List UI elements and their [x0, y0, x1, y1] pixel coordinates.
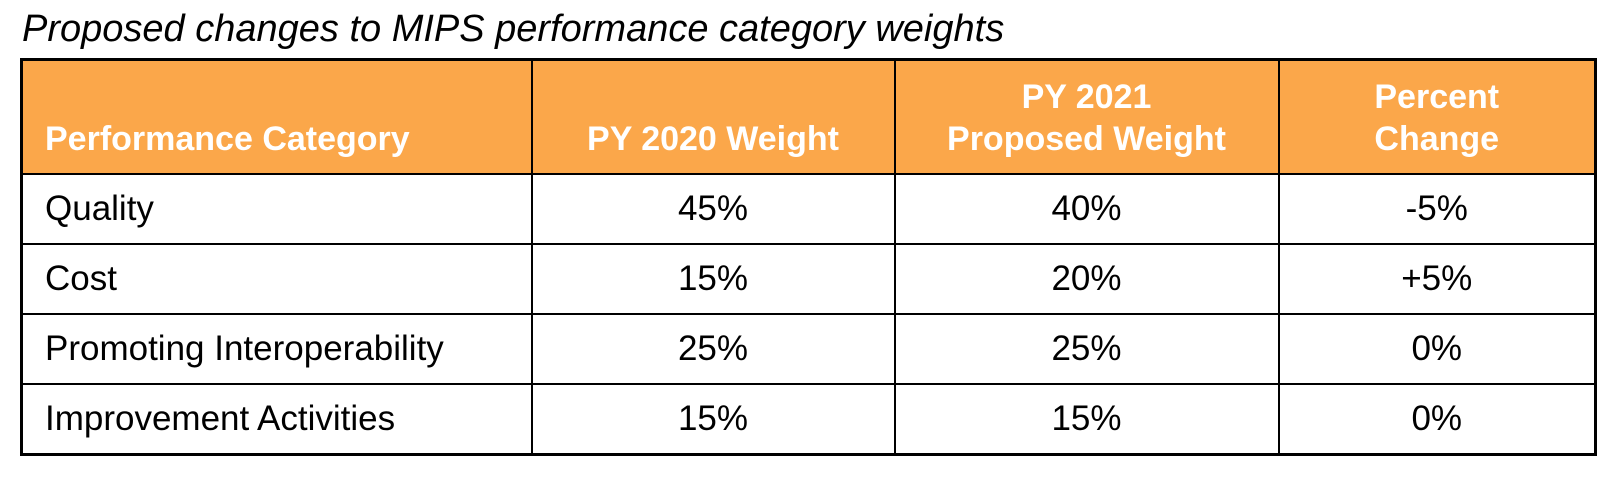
column-header-py2021-proposed-weight: PY 2021 Proposed Weight — [893, 58, 1280, 175]
page-title: Proposed changes to MIPS performance cat… — [22, 8, 1005, 50]
cell-py2021-proposed-weight: 25% — [893, 313, 1280, 385]
cell-py2021-proposed-weight: 20% — [893, 243, 1280, 315]
cell-py2020-weight: 15% — [530, 383, 896, 456]
cell-py2021-proposed-weight: 40% — [893, 173, 1280, 245]
cell-py2020-weight: 15% — [530, 243, 896, 315]
column-header-percent-change: Percent Change — [1277, 58, 1597, 175]
table-row-promoting-interoperability: Promoting Interoperability 25% 25% 0% — [20, 313, 1597, 385]
header-row: Performance Category PY 2020 Weight PY 2… — [20, 58, 1597, 175]
cell-py2020-weight: 25% — [530, 313, 896, 385]
mips-weights-table: Performance Category PY 2020 Weight PY 2… — [20, 58, 1597, 456]
table-row-improvement-activities: Improvement Activities 15% 15% 0% — [20, 383, 1597, 456]
cell-py2021-proposed-weight: 15% — [893, 383, 1280, 456]
table-row-cost: Cost 15% 20% +5% — [20, 243, 1597, 315]
column-header-py2020-weight: PY 2020 Weight — [530, 58, 896, 175]
cell-category: Cost — [20, 243, 533, 315]
table-row-quality: Quality 45% 40% -5% — [20, 173, 1597, 245]
column-header-performance-category: Performance Category — [20, 58, 533, 175]
cell-percent-change: +5% — [1277, 243, 1597, 315]
cell-percent-change: 0% — [1277, 313, 1597, 385]
cell-category: Improvement Activities — [20, 383, 533, 456]
cell-category: Quality — [20, 173, 533, 245]
cell-category: Promoting Interoperability — [20, 313, 533, 385]
cell-percent-change: 0% — [1277, 383, 1597, 456]
cell-percent-change: -5% — [1277, 173, 1597, 245]
cell-py2020-weight: 45% — [530, 173, 896, 245]
